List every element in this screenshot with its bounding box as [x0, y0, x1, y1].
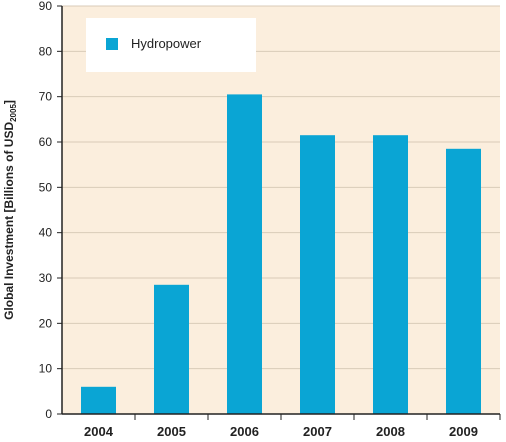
legend-swatch [106, 38, 118, 50]
legend: Hydropower [86, 18, 256, 72]
legend-label: Hydropower [131, 36, 202, 51]
x-tick-label: 2006 [230, 424, 259, 439]
bar-2006 [227, 94, 262, 415]
bars [81, 94, 481, 415]
x-tick-label: 2005 [157, 424, 186, 439]
x-tick-label: 2004 [84, 424, 114, 439]
x-tick-label: 2008 [376, 424, 405, 439]
y-axis-title-end: ] [2, 100, 16, 104]
x-tick-label: 2009 [449, 424, 478, 439]
x-axis-ticks: 2004 2005 2006 2007 2008 2009 [84, 414, 501, 439]
y-tick-label: 40 [39, 226, 53, 240]
y-axis-title-main: Global Investment [Billions of USD [2, 122, 16, 320]
y-tick-label: 60 [39, 135, 53, 149]
y-axis-title-subscript: 2005 [9, 104, 18, 122]
y-tick-label: 50 [39, 180, 53, 194]
y-tick-label: 0 [45, 407, 52, 421]
bar-2005 [154, 284, 189, 414]
y-axis-ticks: 0 10 20 30 40 50 60 70 80 90 [39, 0, 62, 421]
y-tick-label: 80 [39, 44, 53, 58]
y-tick-label: 20 [39, 316, 53, 330]
y-tick-label: 90 [39, 0, 53, 13]
x-tick-label: 2007 [303, 424, 332, 439]
plot-area [62, 6, 500, 414]
y-tick-label: 30 [39, 271, 53, 285]
bar-2008 [373, 135, 408, 414]
bar-2007 [300, 135, 335, 414]
bar-2004 [81, 386, 116, 414]
y-axis-title: Global Investment [Billions of USD2005] [2, 100, 18, 320]
bar-2009 [446, 148, 481, 415]
y-tick-label: 70 [39, 90, 53, 104]
y-tick-label: 10 [39, 362, 53, 376]
